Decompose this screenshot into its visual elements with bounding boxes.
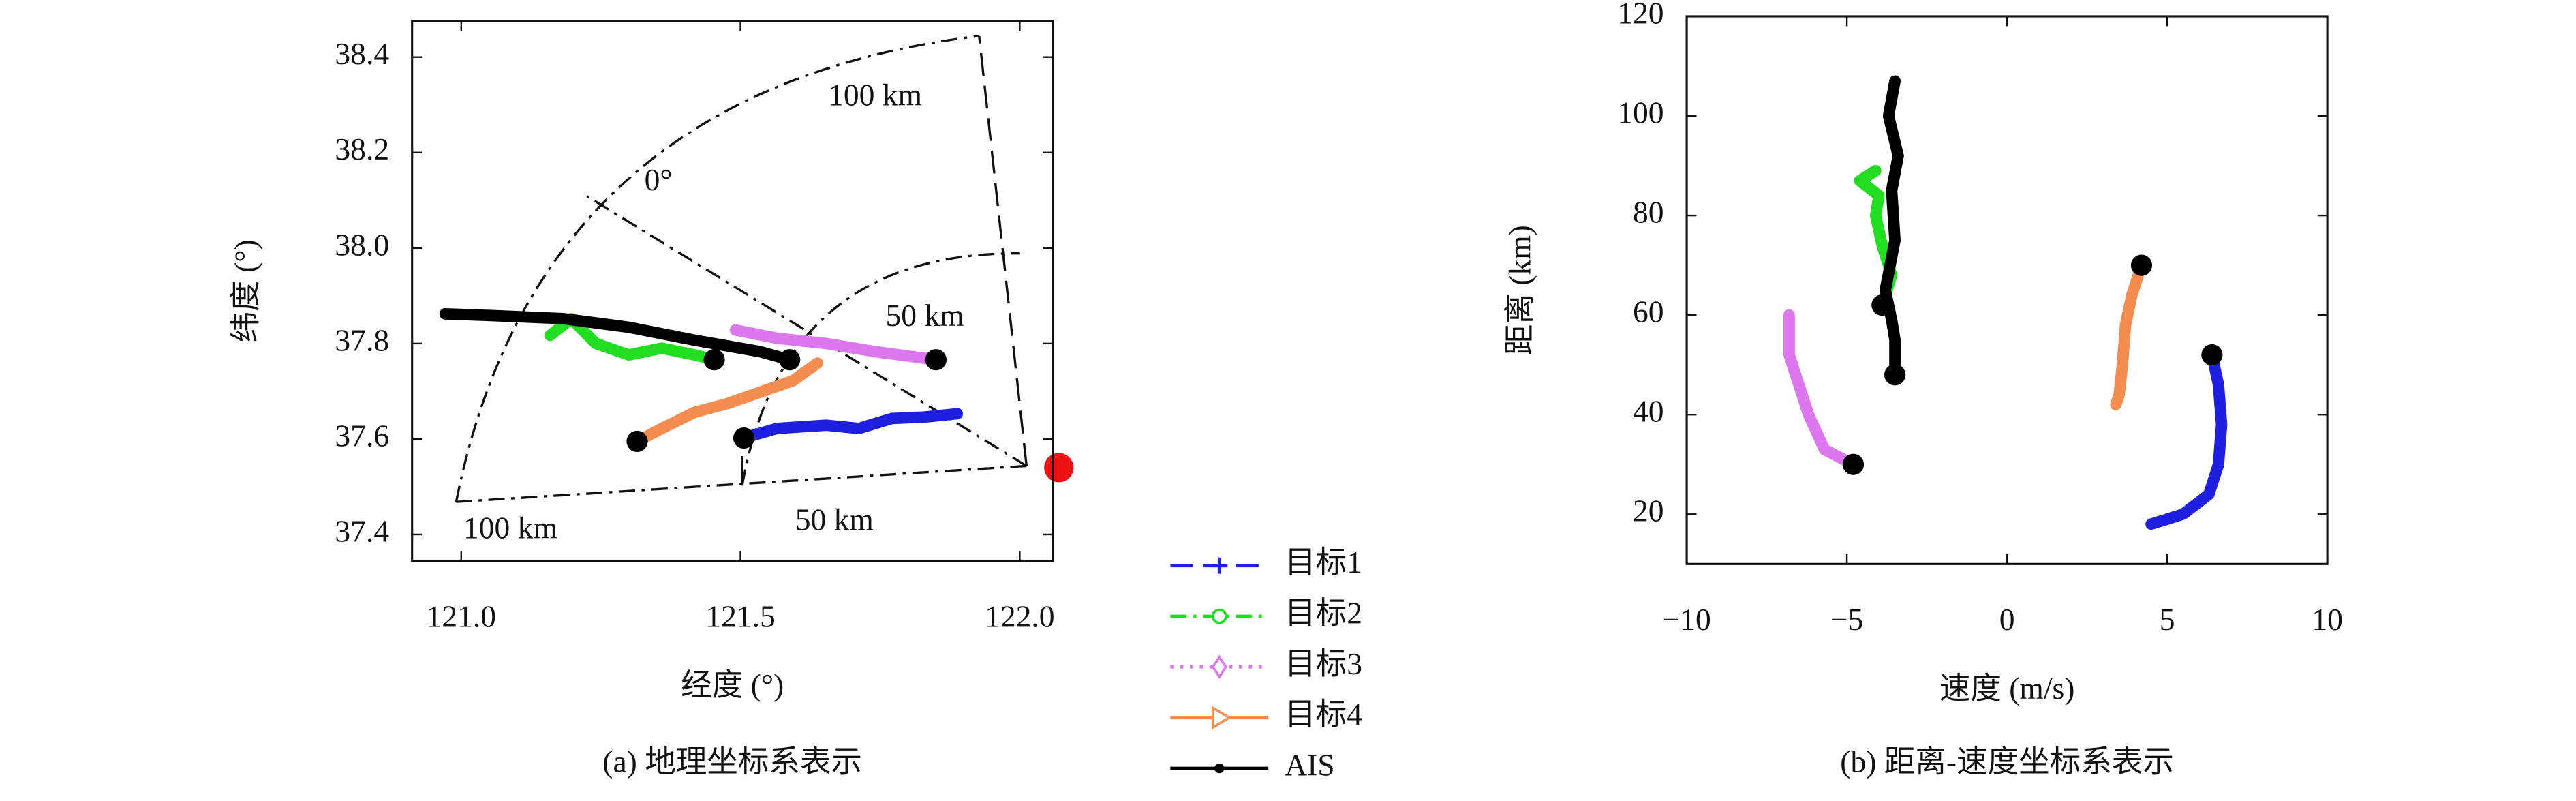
legend-label: 目标1 — [1285, 545, 1362, 579]
track-start-dot — [1842, 453, 1865, 475]
range-arc — [741, 252, 1020, 486]
track-start-dot — [1871, 294, 1893, 316]
y-tick-label: 37.8 — [335, 322, 389, 357]
x-tick-label: −5 — [1830, 602, 1863, 637]
caption: (a) 地理坐标系表示 — [602, 744, 862, 779]
track-start-dot — [733, 427, 755, 449]
legend-label: 目标2 — [1285, 595, 1362, 630]
legend-label: AIS — [1285, 747, 1334, 782]
track-start-dot — [925, 349, 947, 371]
y-tick-label: 38.0 — [335, 227, 389, 262]
annotation: 50 km — [795, 502, 874, 537]
x-tick-label: −10 — [1662, 602, 1711, 637]
track — [738, 408, 964, 444]
zero-bearing-line — [586, 195, 1028, 467]
annotation: 100 km — [828, 77, 922, 112]
y-axis-label: 距离 (km) — [1503, 225, 1537, 355]
track-start-dot — [626, 430, 648, 453]
x-axis-label: 速度 (m/s) — [1939, 671, 2075, 706]
y-tick-label: 38.2 — [335, 132, 389, 166]
annotation: 0° — [645, 162, 673, 197]
y-tick-label: 37.6 — [335, 418, 389, 453]
sector-edge — [978, 35, 1028, 466]
y-tick-label: 37.4 — [335, 513, 389, 548]
track-start-dot — [779, 349, 801, 371]
track — [1783, 309, 1859, 470]
y-axis-label: 纬度 (°) — [228, 239, 262, 342]
legend-label: 目标4 — [1285, 697, 1362, 731]
x-tick-label: 5 — [2160, 602, 2175, 637]
range-sector — [455, 35, 1028, 503]
y-tick-label: 80 — [1633, 195, 1664, 230]
legend-marker — [1211, 654, 1228, 679]
x-tick-label: 122.0 — [985, 599, 1054, 633]
track — [631, 357, 824, 447]
track — [2145, 349, 2228, 530]
x-axis-label: 经度 (°) — [681, 667, 784, 702]
y-tick-label: 120 — [1617, 0, 1663, 30]
track-start-dot — [1884, 364, 1906, 386]
plot-frame — [411, 20, 1054, 562]
legend-label: 目标3 — [1285, 646, 1362, 681]
annotation: 50 km — [885, 298, 964, 333]
track — [729, 324, 942, 366]
radar-site — [1044, 453, 1074, 483]
track — [1880, 75, 1904, 381]
y-tick-label: 20 — [1633, 494, 1664, 528]
y-tick-label: 100 — [1617, 95, 1663, 130]
legend-marker — [1211, 706, 1232, 730]
track — [439, 308, 796, 366]
range-arc — [455, 35, 979, 502]
x-tick-label: 121.5 — [705, 599, 775, 633]
plot: −10 −5 0 5 10 20 40 60 80 100 120 速度 (m/s) 距离 (km) (b… — [1503, 0, 2343, 779]
legend-marker — [1214, 763, 1225, 774]
plot: 100 km 0° 50 km 50 km 100 km 121.0 121.5 122.0 3… — [228, 20, 1362, 782]
legend-marker — [1211, 557, 1228, 574]
legend-marker — [1211, 608, 1227, 624]
legend: 目标1 目标2 目标3 目标4 AIS — [1170, 545, 1362, 782]
y-tick-label: 38.4 — [335, 36, 389, 71]
y-tick-label: 40 — [1633, 394, 1664, 429]
x-tick-label: 0 — [1999, 602, 2015, 637]
track-start-dot — [2201, 344, 2223, 366]
plot-frame — [1685, 15, 2329, 565]
x-tick-label: 121.0 — [427, 599, 496, 633]
annotation: 100 km — [463, 511, 557, 545]
caption: (b) 距离-速度坐标系表示 — [1840, 744, 2174, 779]
y-tick-label: 60 — [1633, 294, 1664, 329]
track-start-dot — [2130, 254, 2153, 276]
x-tick-label: 10 — [2312, 602, 2343, 637]
track — [2110, 259, 2147, 410]
track-start-dot — [703, 349, 725, 371]
